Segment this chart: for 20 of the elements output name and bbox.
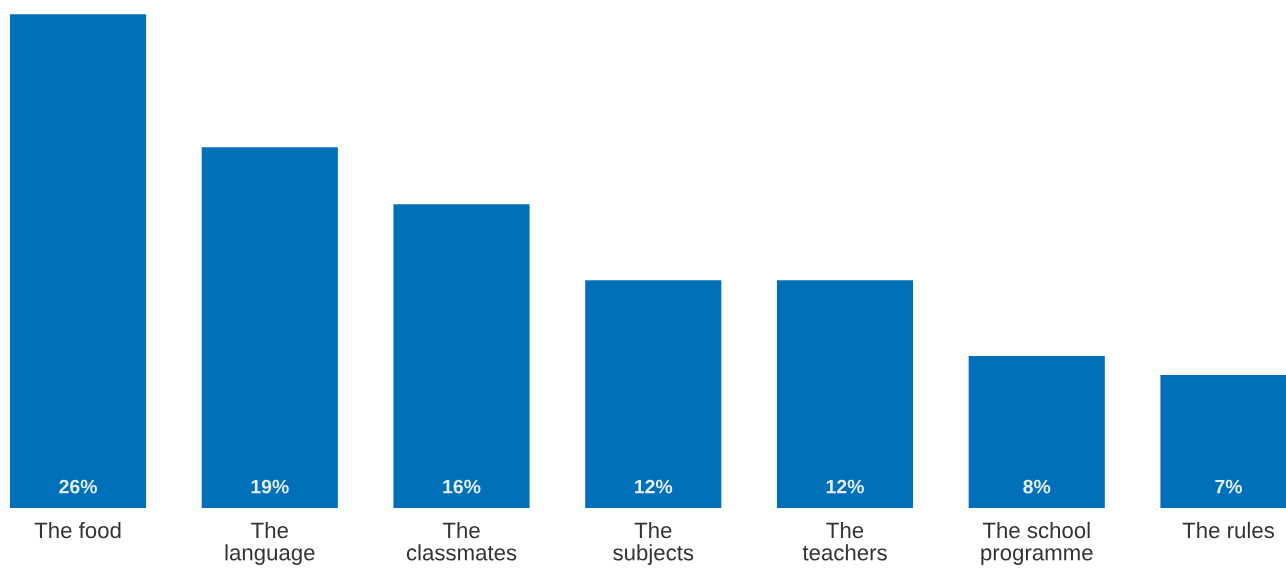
data-label: 26%	[59, 479, 97, 494]
data-label: 16%	[443, 479, 481, 494]
x-tick-label: The food	[34, 521, 121, 539]
bar	[776, 280, 914, 508]
x-tick-label: The subjects	[613, 521, 694, 565]
bar	[9, 14, 147, 508]
x-tick-label: The teachers	[802, 521, 887, 561]
bar	[201, 147, 338, 508]
x-tick-label: The classmates	[406, 521, 517, 561]
data-label: 12%	[826, 479, 864, 494]
x-tick-label: The language	[225, 521, 315, 565]
bar	[968, 356, 1105, 508]
data-label: 8%	[1023, 479, 1051, 494]
bar	[585, 280, 722, 508]
data-label: 19%	[251, 479, 289, 494]
data-label: 7%	[1215, 479, 1243, 494]
x-tick-label: The school programme	[981, 521, 1093, 565]
x-tick-label: The rules	[1182, 521, 1274, 539]
data-label: 12%	[635, 479, 673, 494]
bar	[393, 204, 530, 508]
